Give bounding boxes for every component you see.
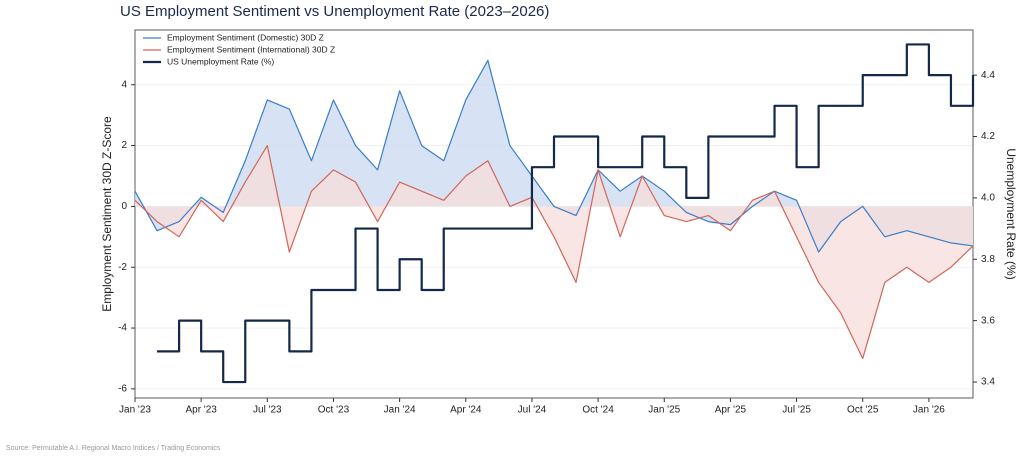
x-tick-label: Apr '25	[715, 405, 747, 416]
y2-tick-label: 3.4	[981, 377, 995, 388]
legend-label: US Unemployment Rate (%)	[167, 56, 274, 66]
x-tick-label: Jul '24	[518, 405, 547, 416]
legend-label: Employment Sentiment (Domestic) 30D Z	[167, 32, 324, 42]
y2-axis-label: Unemployment Rate (%)	[1004, 148, 1018, 279]
chart-title: US Employment Sentiment vs Unemployment …	[120, 3, 549, 20]
y2-tick-label: 4.0	[981, 193, 995, 204]
y-tick-label: -4	[118, 323, 127, 334]
legend-box	[141, 32, 341, 74]
x-tick-label: Jul '25	[782, 405, 811, 416]
x-tick-label: Apr '23	[185, 405, 217, 416]
y-tick-label: -2	[118, 262, 127, 273]
y-tick-label: 4	[121, 79, 127, 90]
series-line	[134, 144, 974, 360]
y2-tick-label: 4.2	[981, 131, 995, 142]
x-tick-label: Jan '26	[913, 405, 945, 416]
x-tick-label: Apr '24	[450, 405, 482, 416]
x-tick-label: Jan '24	[384, 405, 416, 416]
x-tick-label: Oct '24	[582, 405, 614, 416]
y-tick-label: 0	[121, 201, 127, 212]
legend-label: Employment Sentiment (International) 30D…	[167, 44, 335, 54]
y2-tick-label: 3.8	[981, 254, 995, 265]
x-tick-label: Jan '23	[119, 405, 151, 416]
x-tick-label: Oct '23	[318, 405, 350, 416]
series-line	[157, 43, 975, 384]
y-tick-label: 2	[121, 140, 127, 151]
x-tick-label: Oct '25	[847, 405, 879, 416]
y-tick-label: -6	[118, 384, 127, 395]
y2-tick-label: 3.6	[981, 315, 995, 326]
y2-tick-label: 4.4	[981, 70, 995, 81]
x-tick-label: Jan '25	[648, 405, 680, 416]
y-axis-label: Employment Sentiment 30D Z-Score	[100, 116, 114, 312]
series-line	[134, 59, 974, 253]
x-tick-label: Jul '23	[253, 405, 282, 416]
source-note: Source: Permutable A.I. Regional Macro I…	[6, 445, 221, 452]
